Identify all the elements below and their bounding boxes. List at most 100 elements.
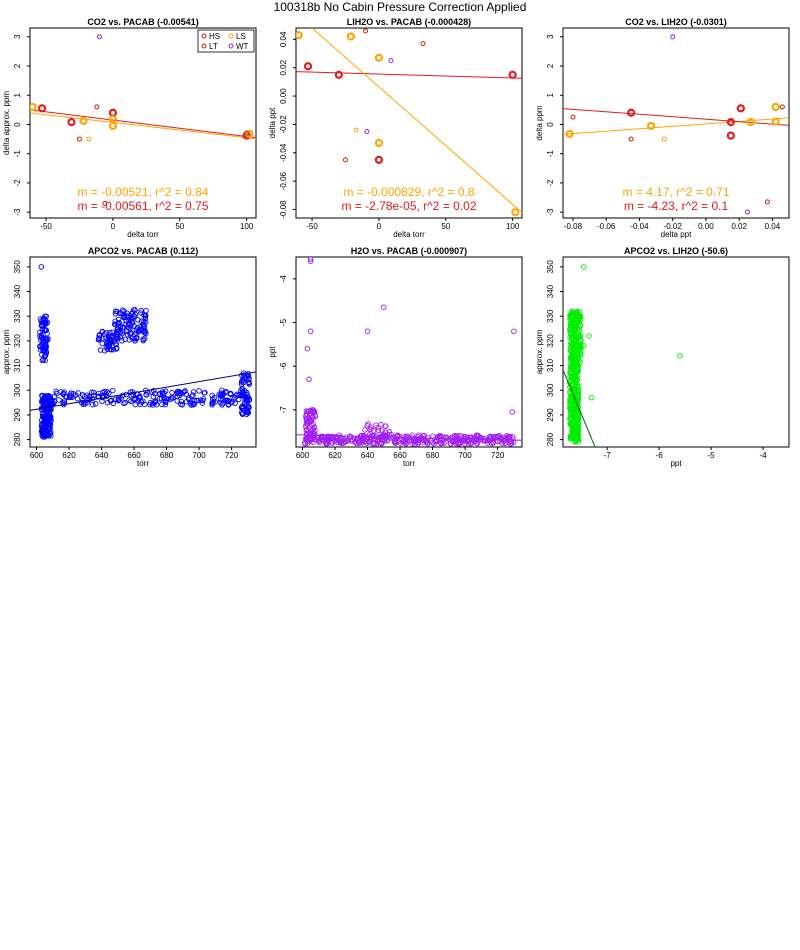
data-point: [140, 337, 147, 344]
data-point: [581, 264, 587, 270]
data-point: [110, 387, 116, 394]
data-point: [464, 437, 471, 443]
fit-line: [311, 28, 522, 213]
data-point: [91, 389, 97, 396]
data-point: [114, 329, 121, 335]
data-point: [178, 398, 184, 405]
x-axis-label: delta torr: [393, 230, 425, 239]
data-point: [125, 331, 131, 338]
data-point: [771, 102, 780, 112]
plot-area: [563, 34, 789, 215]
legend-entry: LS: [236, 32, 246, 41]
data-point: [147, 401, 153, 408]
panel-5: H2O vs. PACAB (-0.000907) 600 620 640 660 680…: [268, 246, 523, 468]
x-tick-label: -7: [604, 451, 612, 460]
data-point: [99, 329, 106, 335]
fit-line: [296, 71, 522, 79]
data-point: [245, 129, 254, 138]
data-point: [338, 440, 345, 446]
data-point: [726, 118, 735, 127]
legend-marker: [201, 43, 207, 49]
data-point: [368, 424, 374, 431]
data-point: [67, 118, 76, 127]
data-point: [364, 129, 370, 135]
fit-line: [563, 369, 596, 447]
data-point: [244, 130, 250, 136]
data-point: [107, 398, 114, 404]
data-point: [462, 437, 469, 444]
data-point: [312, 412, 318, 418]
data-point: [391, 439, 398, 445]
legend-marker: [228, 33, 234, 39]
data-point: [356, 437, 363, 444]
legend: HS LS LT WT: [197, 29, 255, 53]
data-point: [175, 389, 181, 396]
data-point: [194, 397, 201, 404]
data-point: [48, 429, 54, 435]
data-point: [130, 391, 136, 397]
data-point: [411, 439, 418, 445]
data-point: [212, 399, 218, 405]
x-tick-label: 620: [328, 451, 342, 460]
x-tick-label: 100: [506, 222, 520, 231]
data-point: [86, 136, 92, 142]
data-point: [511, 328, 517, 335]
data-point: [340, 440, 347, 446]
plot-frame: [29, 256, 257, 448]
data-point: [99, 340, 106, 347]
data-point: [165, 396, 171, 402]
y-tick-label: 310: [13, 358, 22, 372]
data-point: [41, 431, 47, 438]
x-tick-label: 620: [62, 451, 76, 460]
x-tick-label: -0.04: [630, 222, 649, 231]
data-point: [39, 424, 45, 431]
data-point: [567, 433, 574, 439]
data-point: [311, 433, 318, 439]
y-tick-label: -0.08: [279, 200, 288, 219]
data-point: [382, 432, 389, 439]
data-point: [190, 392, 196, 398]
data-point: [400, 438, 407, 445]
data-point: [182, 388, 188, 394]
data-point: [581, 343, 587, 349]
data-point: [577, 341, 584, 348]
x-tick-label: -0.06: [597, 222, 616, 231]
data-point: [244, 396, 250, 402]
data-point: [315, 437, 322, 443]
data-point: [364, 328, 371, 335]
data-point: [368, 426, 374, 433]
data-point: [570, 404, 576, 410]
data-point: [374, 138, 384, 147]
data-point: [132, 313, 138, 320]
data-point: [570, 348, 577, 355]
data-point: [177, 390, 184, 396]
data-point: [92, 401, 99, 407]
chart-title: APCO2 vs. LIH2O (-50.6): [624, 246, 728, 256]
data-point: [303, 415, 309, 421]
y-tick-label: -2: [13, 179, 22, 187]
x-tick-label: 660: [127, 451, 141, 460]
data-point: [142, 315, 149, 322]
x-tick-label: 600: [296, 451, 310, 460]
data-point: [116, 396, 122, 402]
data-point: [128, 315, 134, 321]
data-point: [401, 438, 407, 444]
data-point: [200, 396, 207, 402]
data-point: [107, 337, 113, 343]
data-point: [135, 397, 141, 404]
data-point: [455, 440, 461, 446]
data-point: [306, 376, 312, 383]
data-point: [575, 392, 581, 398]
fit-annotation: m = -0.00561, r^2 = 0.75: [77, 199, 208, 213]
data-point: [568, 330, 574, 337]
data-point: [122, 399, 128, 406]
y-axis-label: approx. ppm: [535, 329, 544, 374]
data-point: [310, 421, 316, 427]
x-axis-label: torr: [403, 459, 415, 468]
data-point: [360, 438, 366, 445]
data-point: [484, 440, 491, 446]
fit-line: [296, 434, 522, 441]
data-point: [508, 440, 515, 446]
fit-line: [563, 108, 789, 126]
y-tick-label: 0: [546, 122, 555, 127]
